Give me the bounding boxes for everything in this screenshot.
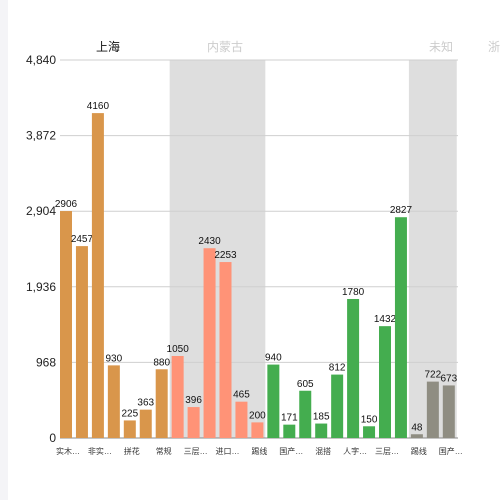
data-label: 2906 <box>55 199 78 210</box>
data-label: 2430 <box>198 236 221 247</box>
y-tick-label: 4,840 <box>26 53 56 67</box>
data-label: 396 <box>185 395 202 406</box>
x-tick-label: 国产… <box>439 446 463 456</box>
bar[interactable] <box>60 211 72 438</box>
data-label: 1432 <box>374 314 397 325</box>
group-header-label: 未知 <box>429 40 453 54</box>
x-tick-label: 进口… <box>216 447 240 456</box>
group-band-3 <box>408 60 457 438</box>
bar[interactable] <box>203 248 216 438</box>
x-tick-label: 拼花 <box>124 446 140 456</box>
data-label: 673 <box>440 373 457 384</box>
bar[interactable] <box>91 113 104 439</box>
bar[interactable] <box>394 217 407 438</box>
bar[interactable] <box>219 262 232 438</box>
bar[interactable] <box>379 326 391 438</box>
data-label: 225 <box>121 408 138 419</box>
bar[interactable] <box>107 365 120 438</box>
bar[interactable] <box>442 385 455 438</box>
y-tick-label: 2,904 <box>26 204 56 218</box>
data-label: 812 <box>329 363 346 374</box>
bar[interactable] <box>235 401 248 438</box>
y-tick-label: 968 <box>36 355 56 369</box>
x-tick-label: 踢线 <box>411 446 427 456</box>
data-label: 363 <box>137 398 154 409</box>
bar[interactable] <box>410 434 423 438</box>
bar[interactable] <box>283 424 296 438</box>
bar[interactable] <box>299 390 312 438</box>
x-tick-label: 常规 <box>156 446 172 456</box>
group-header-label: 上海 <box>96 39 120 54</box>
data-label: 940 <box>265 353 282 364</box>
x-tick-label: 国产… <box>279 446 303 456</box>
bar[interactable] <box>315 423 328 438</box>
bar[interactable] <box>75 246 88 438</box>
x-tick-label: 实木… <box>56 446 80 456</box>
data-label: 930 <box>106 353 123 364</box>
data-label: 1780 <box>342 287 365 298</box>
data-label: 2827 <box>390 205 413 216</box>
data-label: 150 <box>361 414 378 425</box>
bar[interactable] <box>267 364 280 438</box>
x-tick-label: 非实… <box>88 446 112 456</box>
bar[interactable] <box>251 422 264 438</box>
data-label: 722 <box>425 370 442 381</box>
x-tick-label: 三层… <box>184 447 208 456</box>
group-header-label: 浙江 <box>488 40 500 54</box>
bar-chart: 0 968 1,936 2,904 3,872 4,840 上海 内蒙古 未知 浙江 2906 实木…… <box>26 39 500 456</box>
bar[interactable] <box>363 426 376 438</box>
x-tick-label: 三层… <box>375 447 399 456</box>
data-label: 880 <box>153 357 170 368</box>
bar[interactable] <box>331 374 344 438</box>
bar[interactable] <box>426 381 439 438</box>
data-label: 2253 <box>214 250 237 261</box>
bar[interactable] <box>187 407 200 438</box>
bar[interactable] <box>171 355 184 438</box>
x-tick-label: 人字… <box>343 446 367 456</box>
data-label: 185 <box>313 412 330 423</box>
chart-panel: 0 968 1,936 2,904 3,872 4,840 上海 内蒙古 未知 浙江 2906 实木…… <box>8 0 500 500</box>
data-label: 605 <box>297 379 314 390</box>
bar[interactable] <box>139 409 152 438</box>
y-tick-label: 3,872 <box>26 129 56 143</box>
data-label: 465 <box>233 390 250 401</box>
x-tick-label: 混搭 <box>315 446 331 456</box>
group-header-label: 内蒙古 <box>207 39 243 54</box>
x-tick-label: 踢线 <box>251 446 267 456</box>
data-label: 48 <box>411 422 423 433</box>
y-tick-label: 1,936 <box>26 280 56 294</box>
data-label: 171 <box>281 413 298 424</box>
bar[interactable] <box>155 369 168 438</box>
bar[interactable] <box>347 298 360 438</box>
group-band-1 <box>169 60 266 438</box>
data-label: 4160 <box>87 101 110 112</box>
data-label: 2457 <box>71 234 94 245</box>
bar[interactable] <box>123 420 136 438</box>
data-label: 1050 <box>167 344 190 355</box>
y-tick-label: 0 <box>49 431 56 445</box>
data-label: 200 <box>249 410 266 421</box>
